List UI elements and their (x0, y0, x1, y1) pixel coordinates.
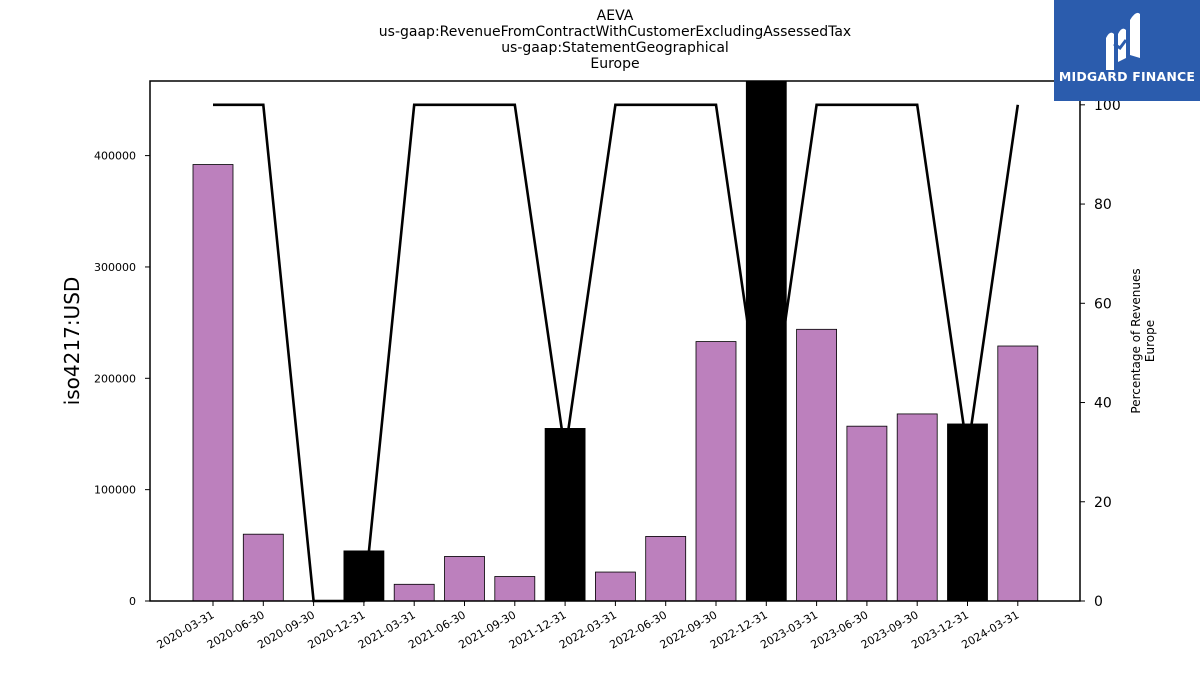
bar (745, 81, 787, 601)
bar (796, 328, 837, 601)
bar (393, 583, 435, 601)
y-tick-label: 0 (129, 595, 136, 608)
y-axis-label: iso4217:USD (60, 277, 84, 406)
bar (896, 413, 938, 601)
bar (444, 556, 485, 601)
y2-axis-label-line: Percentage of Revenues (1129, 268, 1143, 413)
y2-axis-label: Percentage of RevenuesEurope (1129, 268, 1157, 413)
y2-tick-label: 40 (1094, 396, 1112, 412)
title-line: us-gaap:RevenueFromContractWithCustomerE… (379, 24, 851, 40)
y-tick-label: 400000 (94, 150, 136, 163)
bar (544, 428, 586, 601)
y-tick-label: 200000 (94, 372, 136, 385)
bar (595, 571, 636, 601)
bar (242, 533, 284, 601)
y-tick-label: 300000 (94, 261, 136, 274)
bars (192, 81, 1039, 601)
logo-text: MIDGARD FINANCE (1058, 69, 1196, 84)
y-axis: 0 100000 200000 300000 400000 (94, 150, 150, 608)
y2-axis-label-line: Europe (1143, 320, 1157, 362)
logo-mark-icon (1106, 12, 1140, 70)
y2-tick-label: 80 (1094, 197, 1112, 213)
title-line: Europe (590, 56, 639, 72)
chart-title: AEVAus-gaap:RevenueFromContractWithCusto… (379, 8, 851, 72)
bar (494, 576, 536, 601)
y-tick-label: 100000 (94, 484, 136, 497)
plot-frame (149, 80, 1081, 602)
y2-tick-label: 20 (1094, 495, 1112, 511)
y2-tick-label: 60 (1094, 296, 1112, 312)
y2-tick-label: 0 (1094, 594, 1103, 610)
bar (997, 345, 1039, 601)
bar (192, 164, 234, 601)
bar (947, 423, 988, 601)
y2-axis: 0 20 40 60 80 100 (1080, 98, 1121, 610)
bar (645, 536, 687, 601)
x-axis: 2020-03-312020-06-302020-09-302020-12-31… (155, 601, 1021, 652)
x-tick-label: 2024-03-31 (959, 608, 1021, 651)
midgard-finance-logo: MIDGARD FINANCE (1054, 0, 1200, 101)
bar (846, 425, 888, 601)
title-line: us-gaap:StatementGeographical (501, 40, 729, 56)
bar (695, 341, 737, 601)
title-line: AEVA (597, 8, 634, 24)
y2-tick-label: 100 (1094, 98, 1121, 114)
